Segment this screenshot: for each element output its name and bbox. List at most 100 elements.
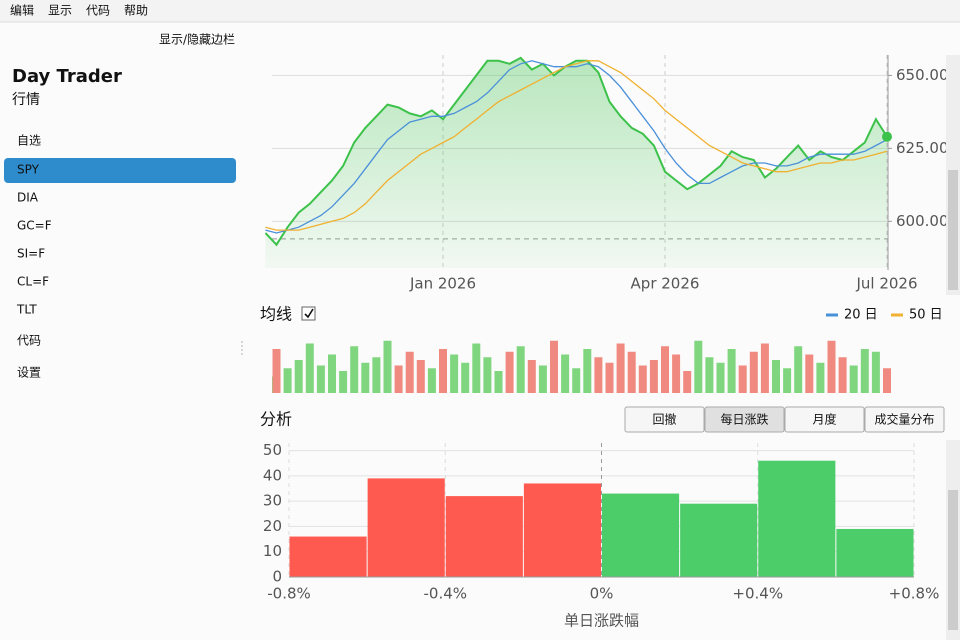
volume-bar — [450, 354, 459, 393]
tab-button[interactable] — [864, 406, 945, 433]
histogram-bar — [836, 528, 914, 577]
volume-bar — [627, 351, 636, 393]
volume-bar — [272, 349, 281, 393]
volume-bar — [383, 340, 392, 393]
y-tick-label: 10 — [263, 542, 282, 560]
y-tick-label: 20 — [263, 517, 282, 535]
selected-highlight — [4, 158, 236, 183]
volume-bar — [805, 354, 814, 393]
sidebar-item[interactable]: 自选 — [17, 134, 41, 148]
volume-bar — [705, 357, 714, 393]
tab-label[interactable]: 每日涨跌 — [720, 412, 768, 427]
tab-label[interactable]: 回撤 — [652, 412, 676, 427]
ma-checkbox[interactable] — [301, 306, 316, 321]
y-tick-label: 650.00 — [896, 66, 949, 84]
splitter-grip — [241, 341, 243, 355]
volume-bar — [605, 362, 614, 393]
volume-bar — [583, 349, 592, 393]
checkbox-box[interactable] — [301, 306, 316, 321]
check-mark[interactable] — [304, 308, 314, 319]
sidebar-item[interactable]: 代码 — [17, 334, 41, 348]
volume-bar — [572, 368, 581, 393]
menu-item[interactable]: 帮助 — [124, 4, 148, 18]
tab-label[interactable]: 月度 — [812, 412, 836, 427]
histogram-bar — [758, 460, 836, 577]
y-tick-label: 625.00 — [896, 139, 949, 157]
volume-bar — [305, 343, 314, 393]
tab-label[interactable]: 成交量分布 — [874, 412, 934, 427]
scroll-thumb[interactable] — [948, 170, 958, 290]
histogram-bar — [680, 503, 758, 577]
volume-bar — [849, 365, 858, 393]
sidebar-item[interactable]: SPY — [17, 163, 40, 177]
volume-bar — [883, 368, 891, 393]
tab-button[interactable] — [624, 406, 705, 433]
price-chart: 600.00 625.00 650.00 Jan 2026 Apr 2026 Jul 20… — [265, 55, 949, 293]
sidebar-item[interactable]: SI=F — [17, 247, 45, 261]
histogram-bar — [602, 493, 680, 577]
volume-bar — [827, 340, 836, 393]
volume-bar — [616, 343, 625, 393]
volume-bar — [361, 362, 370, 393]
x-tick-label: +0.4% — [732, 585, 783, 603]
menu-item[interactable]: 编辑 — [10, 3, 34, 18]
y-tick-label: 600.00 — [896, 212, 949, 230]
volume-bar — [439, 349, 447, 393]
volume-bar — [350, 346, 359, 393]
volume-bar — [772, 360, 780, 393]
volume-bar — [372, 357, 381, 393]
volume-bar — [405, 351, 414, 393]
app-title: Day Trader — [12, 66, 122, 87]
y-tick-label: 50 — [263, 441, 282, 459]
volume-bar — [738, 365, 747, 393]
section-title: 行情 — [12, 92, 40, 108]
menu-item[interactable]: 代码 — [86, 4, 110, 18]
volume-bar — [550, 340, 558, 393]
volume-bar — [860, 349, 869, 393]
volume-bar — [838, 357, 847, 393]
tab-button[interactable] — [704, 406, 785, 433]
volume-bar — [871, 351, 880, 393]
volume-bar — [694, 340, 703, 393]
histogram-bar — [289, 536, 367, 577]
volume-bar — [516, 346, 525, 393]
x-tick-label: Jul 2026 — [855, 275, 917, 293]
sidebar-item[interactable]: TLT — [16, 303, 37, 317]
volume-bar — [461, 362, 470, 393]
sidebar-item[interactable]: GC=F — [17, 219, 52, 233]
volume-bar — [294, 360, 303, 393]
menu-bar — [0, 0, 960, 22]
volume-bar — [683, 371, 692, 393]
legend: 20 日 50 日 — [826, 308, 943, 323]
histogram-bar — [445, 496, 523, 577]
sidebar-toggle[interactable]: 显示/隐藏边栏 — [159, 32, 235, 47]
volume-bar — [494, 371, 503, 393]
volume-bar — [649, 360, 658, 393]
ma-line — [265, 60, 888, 234]
sidebar-item[interactable]: DIA — [17, 191, 39, 205]
volume-bar — [427, 368, 436, 393]
menu-item[interactable]: 显示 — [48, 4, 72, 18]
menu: 编辑 显示 代码 帮助 — [10, 3, 148, 18]
volume-bar — [672, 354, 681, 393]
scroll-thumb[interactable] — [948, 490, 958, 630]
sidebar-item[interactable]: 设置 — [17, 366, 41, 380]
tab-button[interactable] — [784, 406, 865, 433]
plot-area — [265, 56, 888, 268]
ma-line — [265, 60, 888, 231]
volume-bar — [749, 351, 758, 393]
volume-bar — [783, 368, 792, 393]
volume-bar — [339, 371, 348, 393]
volume-bar — [283, 368, 292, 393]
y-tick-label: 30 — [263, 492, 282, 510]
volume-bar — [794, 346, 803, 393]
volume-bar — [472, 343, 481, 393]
volume-bar — [328, 354, 336, 393]
histogram-chart: 0 10 20 30 40 50 -0.8% -0.4% 0% +0.4% +0.8% 单日涨跌幅 — [263, 441, 939, 629]
sidebar-item[interactable]: CL=F — [17, 275, 49, 289]
volume-bar — [760, 343, 769, 393]
x-tick-label: 0% — [590, 585, 614, 603]
volume-bar — [483, 357, 492, 393]
